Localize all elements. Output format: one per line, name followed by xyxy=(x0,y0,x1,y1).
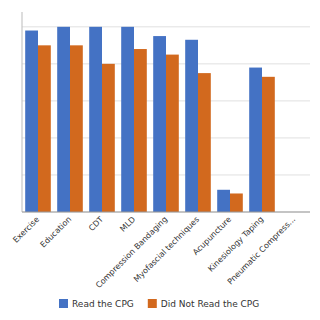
x-tick-label: CDT xyxy=(87,215,105,233)
x-tick-label: Education xyxy=(39,215,74,250)
bar xyxy=(198,73,211,212)
chart-container: ExerciseEducationCDTMLDCompression Banda… xyxy=(0,0,320,320)
bar xyxy=(185,40,198,212)
bar xyxy=(166,55,179,212)
grid xyxy=(22,27,310,212)
legend-swatch xyxy=(59,299,68,308)
x-tick-label: Kinesiology Taping xyxy=(206,215,265,274)
bar xyxy=(70,45,83,212)
chart: ExerciseEducationCDTMLDCompression Banda… xyxy=(0,0,320,320)
x-tick-label: MLD xyxy=(118,215,137,234)
legend-label: Read the CPG xyxy=(72,299,134,309)
y-axis-line xyxy=(22,12,23,212)
bar xyxy=(134,49,147,212)
legend-swatch xyxy=(148,299,157,308)
bars xyxy=(25,27,275,212)
grid-line xyxy=(22,212,310,213)
bar xyxy=(249,68,262,212)
x-tick-label: Myofascial techniques xyxy=(132,215,201,284)
bar xyxy=(121,27,134,212)
bar xyxy=(57,27,70,212)
bar xyxy=(38,45,51,212)
legend: Read the CPG Did Not Read the CPG xyxy=(59,299,259,309)
x-axis-line xyxy=(22,212,310,213)
bar xyxy=(102,64,115,212)
x-tick-label: Exercise xyxy=(11,215,41,245)
x-tick-label: Pneumatic Compress... xyxy=(226,215,297,286)
bar xyxy=(262,77,275,212)
bar xyxy=(89,27,102,212)
bar xyxy=(230,193,243,212)
bar xyxy=(217,190,230,212)
bar xyxy=(153,36,166,212)
x-tick-labels: ExerciseEducationCDTMLDCompression Banda… xyxy=(11,215,297,290)
legend-label: Did Not Read the CPG xyxy=(161,299,259,309)
bar xyxy=(25,31,38,212)
